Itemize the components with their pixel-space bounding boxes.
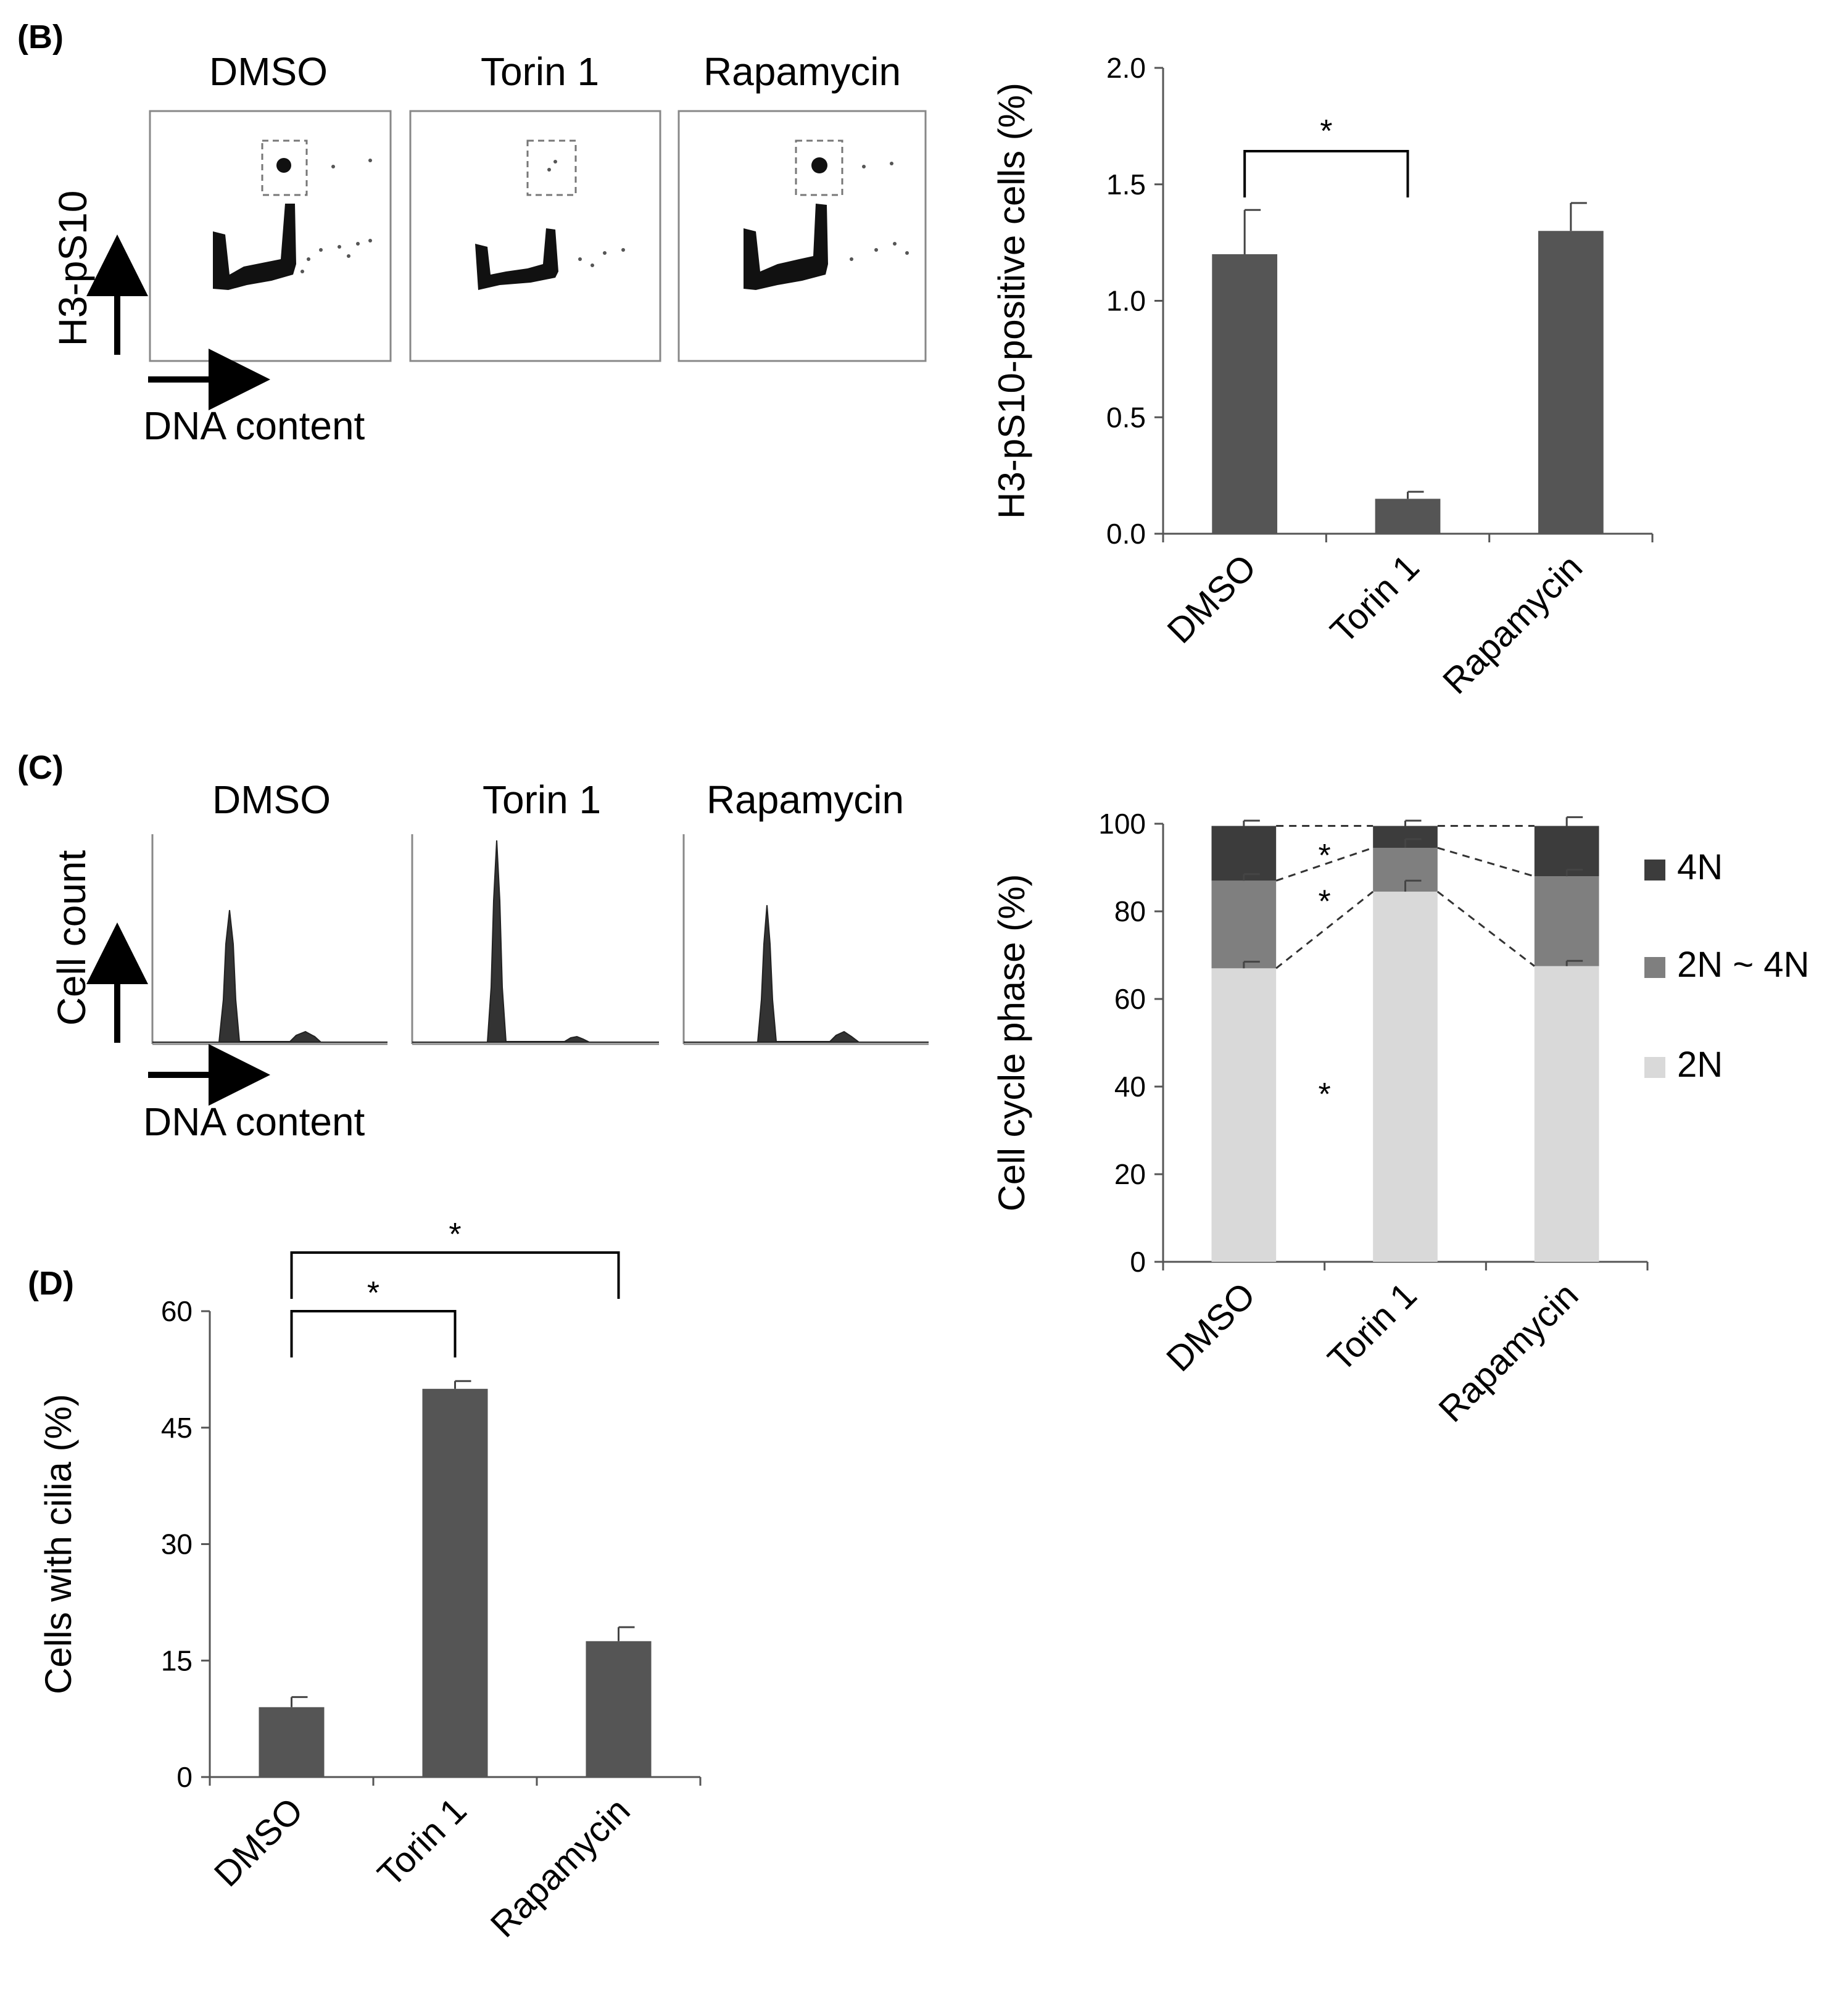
chart-d-cilia: 0 15 30 45 60 DMSO Torin 1 Rapamycin Cells with … [38, 1217, 702, 1945]
significance-bracket-dmso-torin [1243, 150, 1409, 197]
flow-b-title-torin: Torin 1 [481, 49, 599, 94]
y-tick-label: 45 [161, 1412, 193, 1444]
y-tick-label: 0.0 [1106, 518, 1146, 550]
flow-b-title-rapamycin: Rapamycin [703, 49, 901, 94]
panel-label-d: (D) [28, 1265, 74, 1302]
bar-dmso [1212, 254, 1278, 534]
y-tick-label: 0 [1130, 1246, 1146, 1278]
y-tick-label: 2.0 [1106, 52, 1146, 84]
y-tick-label: 0.5 [1106, 401, 1146, 433]
y-tick-label: 0 [176, 1761, 193, 1793]
flow-c-x-axis-label: DNA content [143, 1100, 365, 1144]
segment-2n-4n-rapamycin [1534, 876, 1599, 966]
legend-swatch-4n [1644, 860, 1665, 880]
bar-rapamycin [586, 1641, 652, 1777]
dot-cloud [744, 157, 828, 290]
y-axis-label: Cell cycle phase (%) [991, 874, 1032, 1212]
x-tick-label-rapamycin: Rapamycin [483, 1790, 638, 1945]
histogram-rapamycin [682, 834, 929, 1045]
gate-box-torin [526, 139, 577, 196]
y-tick-label: 60 [1114, 983, 1146, 1015]
segment-2n-4n-dmso [1211, 880, 1277, 969]
chart-b-h3ps10: 0.0 0.5 1.0 1.5 2.0 DMSO Torin 1 Rapamycin H3-pS… [991, 52, 1654, 702]
significance-star-dmso-torin: * [1320, 114, 1332, 149]
segment-4n-dmso [1211, 826, 1277, 881]
x-tick-label-rapamycin: Rapamycin [1431, 1275, 1586, 1430]
connector-2n-4n-1 [1437, 847, 1535, 877]
segment-2n-torin-1 [1373, 892, 1438, 1262]
phase-significance-star-1: * [1319, 884, 1331, 920]
y-tick-label: 15 [161, 1644, 193, 1676]
connector-2n-1 [1436, 890, 1535, 967]
legend-label-2n: 2N [1677, 1045, 1723, 1085]
flow-c-y-axis-label: Cell count [49, 850, 94, 1026]
panel-label-b: (B) [17, 19, 64, 56]
y-tick-label: 20 [1114, 1158, 1146, 1190]
x-tick-label-torin-1: Torin 1 [1323, 547, 1427, 651]
flow-b-title-dmso: DMSO [209, 49, 328, 94]
segment-2n-dmso [1211, 968, 1277, 1262]
bar-dmso [259, 1707, 325, 1777]
x-tick-label-dmso: DMSO [1159, 547, 1264, 651]
flow-c-title-rapamycin: Rapamycin [706, 777, 904, 822]
gate-box-dmso [261, 139, 308, 196]
dot-cloud [475, 228, 558, 290]
significance-bracket-dmso-torin-1 [290, 1310, 457, 1357]
y-tick-label: 100 [1098, 808, 1146, 840]
chart-c-cell-cycle: 0 20 40 60 80 100 DMSO Torin 1 Rapamycin Cell cyc… [991, 808, 1809, 1430]
flow-b-y-axis-label: H3-pS10 [51, 191, 95, 347]
legend-swatch-2n-4n [1644, 957, 1665, 978]
y-axis-label: H3-pS10-positive cells (%) [991, 83, 1032, 519]
y-tick-label: 1.0 [1106, 285, 1146, 317]
flow-c-title-dmso: DMSO [212, 777, 331, 822]
significance-star-dmso-torin-1: * [367, 1275, 379, 1311]
y-tick-label: 30 [161, 1528, 193, 1560]
gate-box-rapamycin [795, 139, 843, 196]
bar-torin-1 [422, 1388, 488, 1777]
x-tick-label-torin-1: Torin 1 [370, 1790, 474, 1894]
legend-label-4n: 4N [1677, 847, 1723, 887]
y-tick-label: 40 [1114, 1071, 1146, 1103]
significance-bracket-dmso-rapamycin [290, 1251, 620, 1299]
y-tick-label: 80 [1114, 895, 1146, 927]
flow-b-x-axis-label: DNA content [143, 404, 365, 448]
significance-star-dmso-rapamycin: * [449, 1217, 461, 1253]
segment-2n-rapamycin [1534, 966, 1599, 1262]
x-tick-label-rapamycin: Rapamycin [1435, 547, 1590, 702]
x-tick-label-dmso: DMSO [1159, 1275, 1263, 1379]
flow-c-title-torin: Torin 1 [483, 777, 601, 822]
y-tick-label: 1.5 [1106, 168, 1146, 201]
histogram-torin [411, 834, 659, 1045]
connector-2n-4n-0 [1275, 847, 1374, 882]
bar-torin-1 [1375, 499, 1441, 534]
flow-b-plot-torin [409, 110, 661, 362]
panel-label-c: (C) [17, 749, 64, 786]
flow-b-plot-rapamycin [677, 110, 927, 362]
x-tick-label-dmso: DMSO [207, 1790, 311, 1894]
flow-b-plot-dmso [149, 110, 392, 362]
x-tick-label-torin-1: Torin 1 [1320, 1275, 1425, 1379]
y-tick-label: 60 [161, 1295, 193, 1327]
segment-4n-rapamycin [1534, 826, 1599, 877]
y-axis-label: Cells with cilia (%) [38, 1394, 79, 1694]
phase-significance-star-2: * [1319, 1077, 1331, 1113]
legend-label-2n-4n: 2N ~ 4N [1677, 945, 1809, 985]
phase-significance-star-0: * [1319, 838, 1331, 874]
histogram-dmso [151, 834, 387, 1045]
dot-cloud [213, 158, 296, 290]
bar-rapamycin [1538, 231, 1604, 534]
legend-swatch-2n [1644, 1057, 1665, 1078]
